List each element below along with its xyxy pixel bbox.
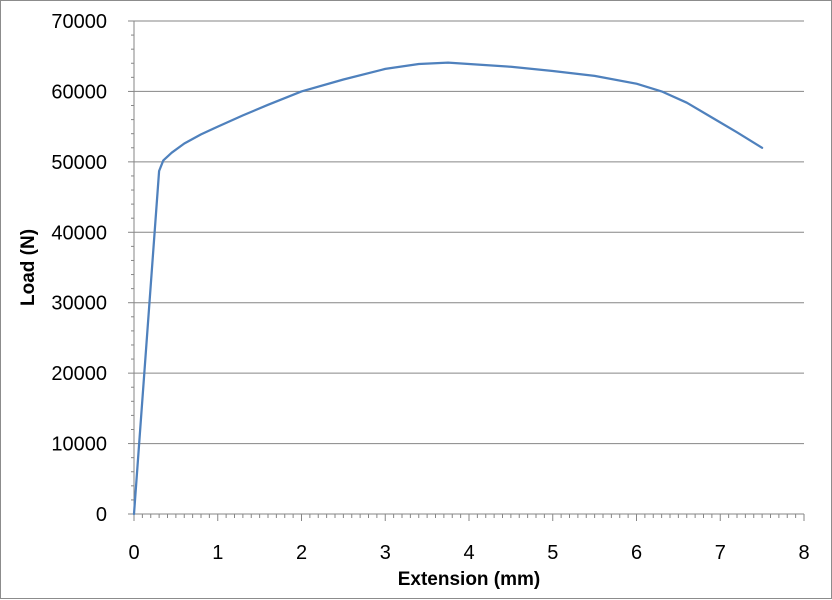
x-tick-label-7: 7 [715,542,726,564]
x-tick-labels: 0 1 2 3 4 5 6 7 8 [128,542,809,564]
y-tick-label-10000: 10000 [51,434,107,456]
x-tick-label-1: 1 [212,542,223,564]
x-tick-label-4: 4 [463,542,474,564]
plot-area [132,61,764,516]
x-tick-label-0: 0 [128,542,139,564]
y-axis-title: Load (N) [18,229,39,306]
x-tick-label-8: 8 [798,542,809,564]
y-tick-label-60000: 60000 [51,81,107,103]
gridlines [134,20,804,445]
x-tick-label-6: 6 [631,542,642,564]
x-axis-title: Extension (mm) [398,569,541,590]
y-tick-labels: 0 10000 20000 30000 40000 50000 60000 70000 [51,11,107,526]
axes [128,20,805,521]
y-tick-label-0: 0 [96,504,107,526]
y-tick-label-30000: 30000 [51,293,107,315]
x-tick-label-3: 3 [380,542,391,564]
y-tick-label-40000: 40000 [51,222,107,244]
y-tick-label-50000: 50000 [51,152,107,174]
series-line-0 [132,61,764,516]
y-tick-label-70000: 70000 [51,11,107,33]
y-tick-label-20000: 20000 [51,363,107,385]
x-tick-label-5: 5 [547,542,558,564]
x-tick-label-2: 2 [296,542,307,564]
